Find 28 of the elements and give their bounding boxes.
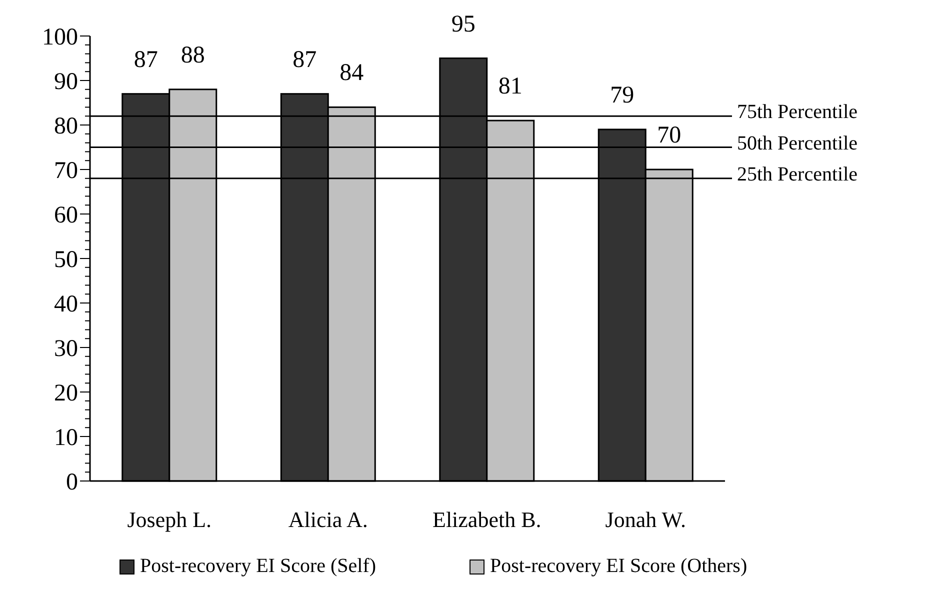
data-label: 87	[292, 46, 317, 73]
x-tick-label: Joseph L.	[127, 507, 212, 532]
x-tick-label: Elizabeth B.	[432, 507, 542, 532]
y-tick-label: 10	[54, 424, 78, 451]
ref-line-label: 25th Percentile	[737, 163, 858, 186]
y-tick-label: 100	[42, 24, 78, 50]
y-tick-label: 30	[54, 336, 78, 362]
y-tick-label: 0	[66, 469, 78, 496]
data-label: 81	[498, 74, 522, 100]
y-tick-label: 20	[54, 380, 78, 406]
data-label: 87	[134, 46, 158, 73]
y-tick-label: 50	[54, 246, 78, 273]
data-label: 88	[180, 42, 205, 68]
x-tick-label: Jonah W.	[605, 507, 686, 532]
y-tick-label: 70	[54, 158, 78, 184]
ref-line-label: 50th Percentile	[737, 132, 858, 154]
x-tick-label: Alicia A.	[288, 507, 368, 532]
y-tick-label: 80	[54, 113, 78, 140]
legend-label: Post-recovery EI Score (Self)	[140, 555, 376, 577]
y-tick-label: 60	[54, 202, 78, 228]
data-label: 79	[610, 82, 634, 108]
data-label: 84	[340, 60, 364, 86]
y-tick-label: 90	[54, 68, 78, 95]
data-label: 70	[657, 122, 682, 148]
y-tick-label: 40	[54, 291, 78, 318]
legend-label: Post-recovery EI Score (Others)	[490, 555, 748, 577]
data-label: 95	[451, 11, 476, 38]
ref-line-label: 75th Percentile	[737, 101, 858, 124]
